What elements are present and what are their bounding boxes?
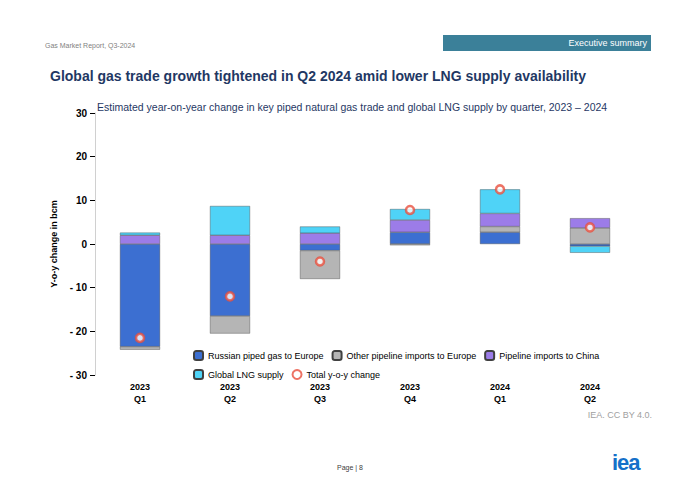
svg-text:Other pipeline imports to Euro: Other pipeline imports to Europe [347,351,477,361]
svg-text:Estimated year-on-year change: Estimated year-on-year change in key pip… [97,101,607,113]
svg-text:- 10: - 10 [70,282,88,293]
svg-text:2023: 2023 [130,382,150,392]
svg-text:Q2: Q2 [224,394,236,404]
html-text:Page | 8: Page | 8 [337,464,363,471]
svg-text:Q1: Q1 [494,394,506,404]
svg-text:Russian piped gas to Europe: Russian piped gas to Europe [208,351,324,361]
svg-text:- 20: - 20 [70,326,88,337]
html-text:iea: iea [612,450,640,475]
svg-text:Global LNG supply: Global LNG supply [208,370,284,380]
svg-text:Total y-o-y change: Total y-o-y change [307,370,381,380]
svg-text:2023: 2023 [310,382,330,392]
svg-text:Pipeline imports to China: Pipeline imports to China [499,351,599,361]
svg-text:2024: 2024 [580,382,600,392]
svg-text:0: 0 [81,239,87,250]
html-text:IEA. CC BY 4.0.: IEA. CC BY 4.0. [587,410,652,420]
svg-text:Q2: Q2 [584,394,596,404]
svg-text:Q4: Q4 [404,394,416,404]
svg-text:- 30: - 30 [70,370,88,381]
svg-text:Y-o-y change in bcm: Y-o-y change in bcm [49,200,59,288]
svg-text:2023: 2023 [220,382,240,392]
svg-text:2024: 2024 [490,382,510,392]
svg-text:30: 30 [76,108,88,119]
html-text:Gas Market Report, Q3-2024: Gas Market Report, Q3-2024 [45,42,136,49]
svg-text:10: 10 [76,195,88,206]
svg-text:20: 20 [76,151,88,162]
svg-text:Q1: Q1 [134,394,146,404]
html-text:Executive summary: Executive summary [568,38,647,48]
svg-text:Global gas trade growth tighte: Global gas trade growth tightened in Q2 … [50,68,586,84]
svg-text:Q3: Q3 [314,394,326,404]
svg-text:2023: 2023 [400,382,420,392]
